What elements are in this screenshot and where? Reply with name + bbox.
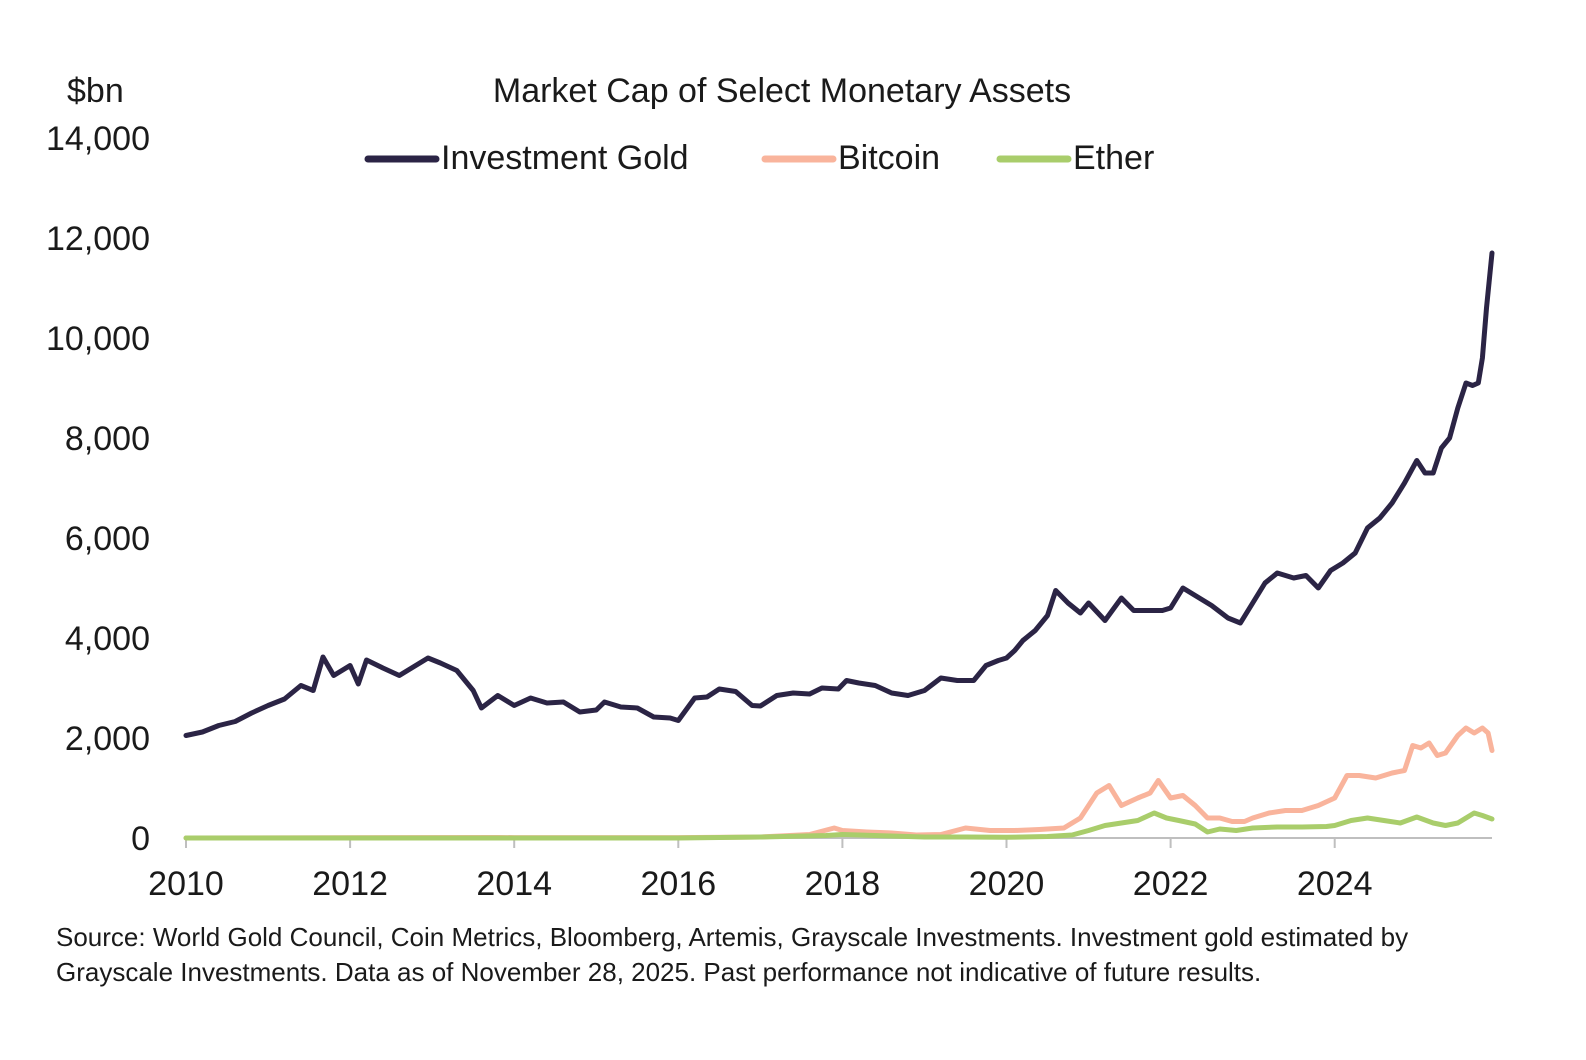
x-tick-label: 2014 xyxy=(476,865,552,903)
x-tick-label: 2010 xyxy=(148,865,224,903)
y-tick-label: 8,000 xyxy=(65,420,150,458)
y-axis-label: $bn xyxy=(67,72,124,110)
x-tick-label: 2016 xyxy=(640,865,716,903)
legend-label: Ether xyxy=(1073,139,1154,177)
legend-item-bitcoin: Bitcoin xyxy=(761,139,940,177)
y-tick-label: 0 xyxy=(131,820,150,858)
series-line-ether xyxy=(183,810,1495,841)
x-tick-label: 2018 xyxy=(805,865,881,903)
legend-item-ether: Ether xyxy=(996,139,1154,177)
y-tick-label: 2,000 xyxy=(65,720,150,758)
legend: Investment Gold Bitcoin Ether xyxy=(364,139,1154,177)
y-axis-ticks: 0 2,000 4,000 6,000 8,000 10,000 12,000 14,000 xyxy=(46,120,150,858)
y-tick-label: 6,000 xyxy=(65,520,150,558)
legend-label: Investment Gold xyxy=(441,139,689,177)
series-line-investment-gold xyxy=(183,250,1495,738)
x-tick-label: 2022 xyxy=(1133,865,1209,903)
x-tick-label: 2012 xyxy=(312,865,388,903)
series-lines xyxy=(183,250,1495,841)
legend-item-investment-gold: Investment Gold xyxy=(364,139,689,177)
source-note: Source: World Gold Council, Coin Metrics… xyxy=(56,922,1409,987)
x-axis-ticks: 2010 2012 2014 2016 2018 2020 2022 2024 xyxy=(148,838,1373,903)
y-tick-label: 14,000 xyxy=(46,120,150,158)
series-line-bitcoin xyxy=(183,725,1495,841)
legend-label: Bitcoin xyxy=(838,139,940,177)
y-tick-label: 10,000 xyxy=(46,320,150,358)
x-tick-label: 2024 xyxy=(1297,865,1373,903)
y-tick-label: 12,000 xyxy=(46,220,150,258)
y-tick-label: 4,000 xyxy=(65,620,150,658)
x-tick-label: 2020 xyxy=(969,865,1045,903)
chart-title: Market Cap of Select Monetary Assets xyxy=(493,72,1071,110)
